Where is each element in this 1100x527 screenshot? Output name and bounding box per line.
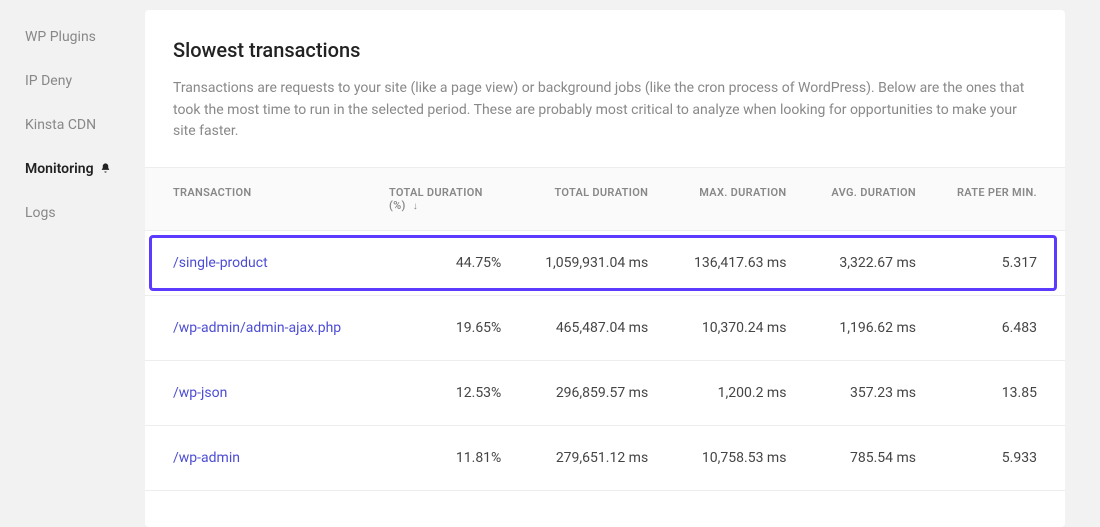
sidebar-item-logs[interactable]: Logs — [25, 191, 145, 235]
table-row[interactable]: /wp-admin/admin-ajax.php 19.65%465,487.04… — [145, 296, 1065, 361]
col-header-total-duration[interactable]: TOTAL DURATION — [501, 186, 648, 212]
sidebar-item-label: Monitoring — [25, 161, 94, 177]
cell-max-duration: 1,200.2 ms — [648, 385, 786, 401]
panel-header: Slowest transactions Transactions are re… — [145, 38, 1065, 167]
table-body: /single-product 44.75%1,059,931.04 ms136,… — [145, 231, 1065, 491]
cell-total-duration-pct: 11.81% — [389, 450, 501, 466]
sidebar: WP Plugins IP Deny Kinsta CDN Monitoring… — [0, 0, 145, 527]
cell-max-duration: 10,758.53 ms — [648, 450, 786, 466]
sidebar-item-wp-plugins[interactable]: WP Plugins — [25, 15, 145, 59]
main-panel: Slowest transactions Transactions are re… — [145, 10, 1065, 527]
cell-avg-duration: 3,322.67 ms — [786, 255, 916, 271]
sidebar-item-label: WP Plugins — [25, 29, 96, 45]
cell-rate: 5.317 — [916, 255, 1037, 271]
table-header-row: TRANSACTION TOTAL DURATION (%) ↓ TOTAL D… — [145, 167, 1065, 231]
panel-description: Transactions are requests to your site (… — [173, 78, 1037, 143]
cell-total-duration: 296,859.57 ms — [501, 385, 648, 401]
table-row[interactable]: /wp-admin 11.81%279,651.12 ms10,758.53 ms… — [145, 426, 1065, 491]
transaction-link[interactable]: /wp-admin — [173, 450, 240, 466]
col-header-avg-duration[interactable]: AVG. DURATION — [786, 186, 916, 212]
cell-total-duration: 279,651.12 ms — [501, 450, 648, 466]
cell-avg-duration: 357.23 ms — [786, 385, 916, 401]
table-row[interactable]: /wp-json 12.53%296,859.57 ms1,200.2 ms357… — [145, 361, 1065, 426]
sidebar-item-kinsta-cdn[interactable]: Kinsta CDN — [25, 103, 145, 147]
transaction-link[interactable]: /wp-json — [173, 385, 227, 401]
cell-avg-duration: 785.54 ms — [786, 450, 916, 466]
sidebar-item-label: Logs — [25, 205, 56, 221]
bell-icon — [100, 162, 111, 177]
cell-rate: 5.933 — [916, 450, 1037, 466]
sidebar-item-label: IP Deny — [25, 73, 72, 89]
sidebar-item-monitoring[interactable]: Monitoring — [25, 147, 145, 191]
sort-arrow-icon: ↓ — [413, 201, 418, 212]
cell-avg-duration: 1,196.62 ms — [786, 320, 916, 336]
cell-total-duration-pct: 12.53% — [389, 385, 501, 401]
cell-total-duration-pct: 19.65% — [389, 320, 501, 336]
cell-rate: 13.85 — [916, 385, 1037, 401]
cell-max-duration: 10,370.24 ms — [648, 320, 786, 336]
col-header-total-duration-pct[interactable]: TOTAL DURATION (%) ↓ — [389, 186, 501, 212]
panel-title: Slowest transactions — [173, 38, 1037, 62]
cell-max-duration: 136,417.63 ms — [648, 255, 786, 271]
sidebar-item-label: Kinsta CDN — [25, 117, 96, 133]
table-row[interactable]: /single-product 44.75%1,059,931.04 ms136,… — [145, 231, 1065, 296]
transaction-link[interactable]: /wp-admin/admin-ajax.php — [173, 320, 341, 336]
transaction-link[interactable]: /single-product — [173, 255, 268, 271]
col-header-max-duration[interactable]: MAX. DURATION — [648, 186, 786, 212]
cell-total-duration: 465,487.04 ms — [501, 320, 648, 336]
cell-rate: 6.483 — [916, 320, 1037, 336]
sidebar-item-ip-deny[interactable]: IP Deny — [25, 59, 145, 103]
col-header-transaction[interactable]: TRANSACTION — [173, 186, 389, 212]
cell-total-duration: 1,059,931.04 ms — [501, 255, 648, 271]
col-header-rate[interactable]: RATE PER MIN. — [916, 186, 1037, 212]
cell-total-duration-pct: 44.75% — [389, 255, 501, 271]
